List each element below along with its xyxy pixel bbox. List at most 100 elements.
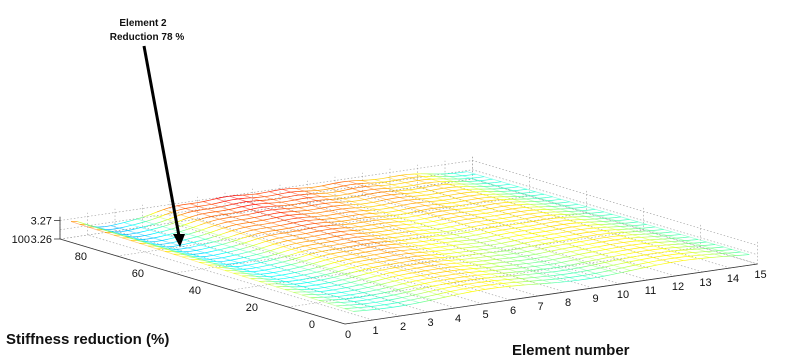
surface-segment (582, 231, 590, 234)
surface-segment (683, 259, 690, 261)
surface-segment (184, 222, 192, 226)
surface-segment (221, 256, 229, 259)
surface-segment (163, 207, 171, 210)
surface-segment (647, 245, 654, 248)
surface-segment (374, 241, 382, 243)
surface-segment (509, 257, 518, 262)
surface-segment (654, 259, 662, 262)
surface-segment (504, 232, 511, 235)
surface-segment (203, 260, 213, 264)
surface-segment (480, 267, 487, 269)
surface-segment (189, 215, 196, 218)
surface-segment (405, 207, 413, 210)
surface-segment (554, 198, 562, 201)
surface-segment (533, 248, 541, 251)
surface-segment (329, 268, 339, 272)
surface-segment (231, 228, 239, 232)
surface-segment (300, 209, 308, 212)
surface-segment (398, 289, 407, 293)
surface-segment (233, 272, 243, 277)
surface-segment (189, 217, 198, 221)
surface-segment (452, 216, 460, 218)
surface-segment (402, 253, 410, 255)
surface-segment (626, 260, 634, 263)
surface-segment (282, 189, 291, 193)
surface-segment (449, 238, 459, 242)
surface-segment (589, 259, 597, 262)
surface-segment (445, 202, 452, 204)
surface-segment (368, 206, 378, 211)
surface-segment (318, 202, 326, 205)
surface-segment (439, 192, 448, 196)
surface-segment (403, 268, 411, 271)
surface-segment (578, 225, 586, 227)
surface-segment (555, 277, 563, 280)
surface-segment (304, 245, 314, 249)
x-tick-label: 5 (482, 309, 488, 321)
surface-segment (385, 211, 393, 213)
surface-segment (616, 242, 624, 244)
surface-segment (333, 205, 343, 210)
surface-segment (331, 228, 341, 232)
surface-segment (330, 252, 338, 255)
surface-segment (526, 188, 536, 193)
surface-segment (180, 214, 190, 218)
surface-segment (475, 233, 483, 236)
surface-segment (573, 207, 581, 209)
surface-segment (367, 298, 374, 301)
surface-segment (230, 258, 238, 261)
surface-segment (294, 283, 303, 287)
surface-segment (424, 283, 434, 287)
surface-segment (600, 254, 610, 258)
surface-segment (449, 262, 457, 265)
surface-segment (373, 254, 383, 258)
surface-segment (657, 251, 665, 254)
surface-segment (582, 209, 589, 212)
surface-segment (304, 260, 313, 265)
surface-segment (516, 243, 524, 246)
surface-segment (403, 231, 411, 233)
surface-segment (561, 262, 570, 266)
surface-segment (402, 295, 409, 298)
surface-segment (286, 195, 293, 198)
surface-segment (400, 186, 407, 188)
surface-segment (281, 274, 291, 278)
surface-segment (348, 289, 355, 292)
surface-segment (379, 307, 387, 310)
surface-segment (262, 191, 270, 194)
surface-segment (185, 208, 194, 212)
surface-segment (356, 260, 363, 263)
surface-segment (426, 257, 433, 260)
surface-segment (571, 203, 579, 206)
surface-segment (475, 205, 483, 208)
surface-segment (343, 185, 353, 189)
surface-segment (144, 233, 152, 236)
surface-segment (152, 216, 159, 220)
surface-segment (254, 217, 264, 221)
surface-segment (373, 200, 380, 203)
surface-segment (509, 193, 518, 197)
surface-segment (362, 193, 370, 196)
surface-segment (611, 259, 619, 262)
surface-segment (411, 207, 421, 211)
surface-segment (372, 281, 382, 285)
surface-segment (319, 290, 327, 292)
surface-segment (554, 262, 562, 264)
surface-segment (140, 239, 149, 243)
surface-segment (457, 252, 466, 256)
surface-segment (539, 231, 546, 233)
surface-segment (668, 257, 675, 260)
surface-segment (464, 199, 472, 202)
surface-segment (358, 225, 366, 228)
surface-segment (352, 187, 359, 189)
surface-segment (545, 231, 555, 235)
surface-segment (406, 184, 414, 187)
surface-segment (410, 267, 417, 270)
surface-segment (424, 243, 432, 246)
surface-segment (462, 272, 469, 274)
surface-segment (565, 268, 572, 271)
surface-segment (187, 210, 194, 214)
surface-segment (374, 179, 384, 183)
surface-segment (367, 254, 375, 257)
surface-segment (684, 240, 694, 244)
